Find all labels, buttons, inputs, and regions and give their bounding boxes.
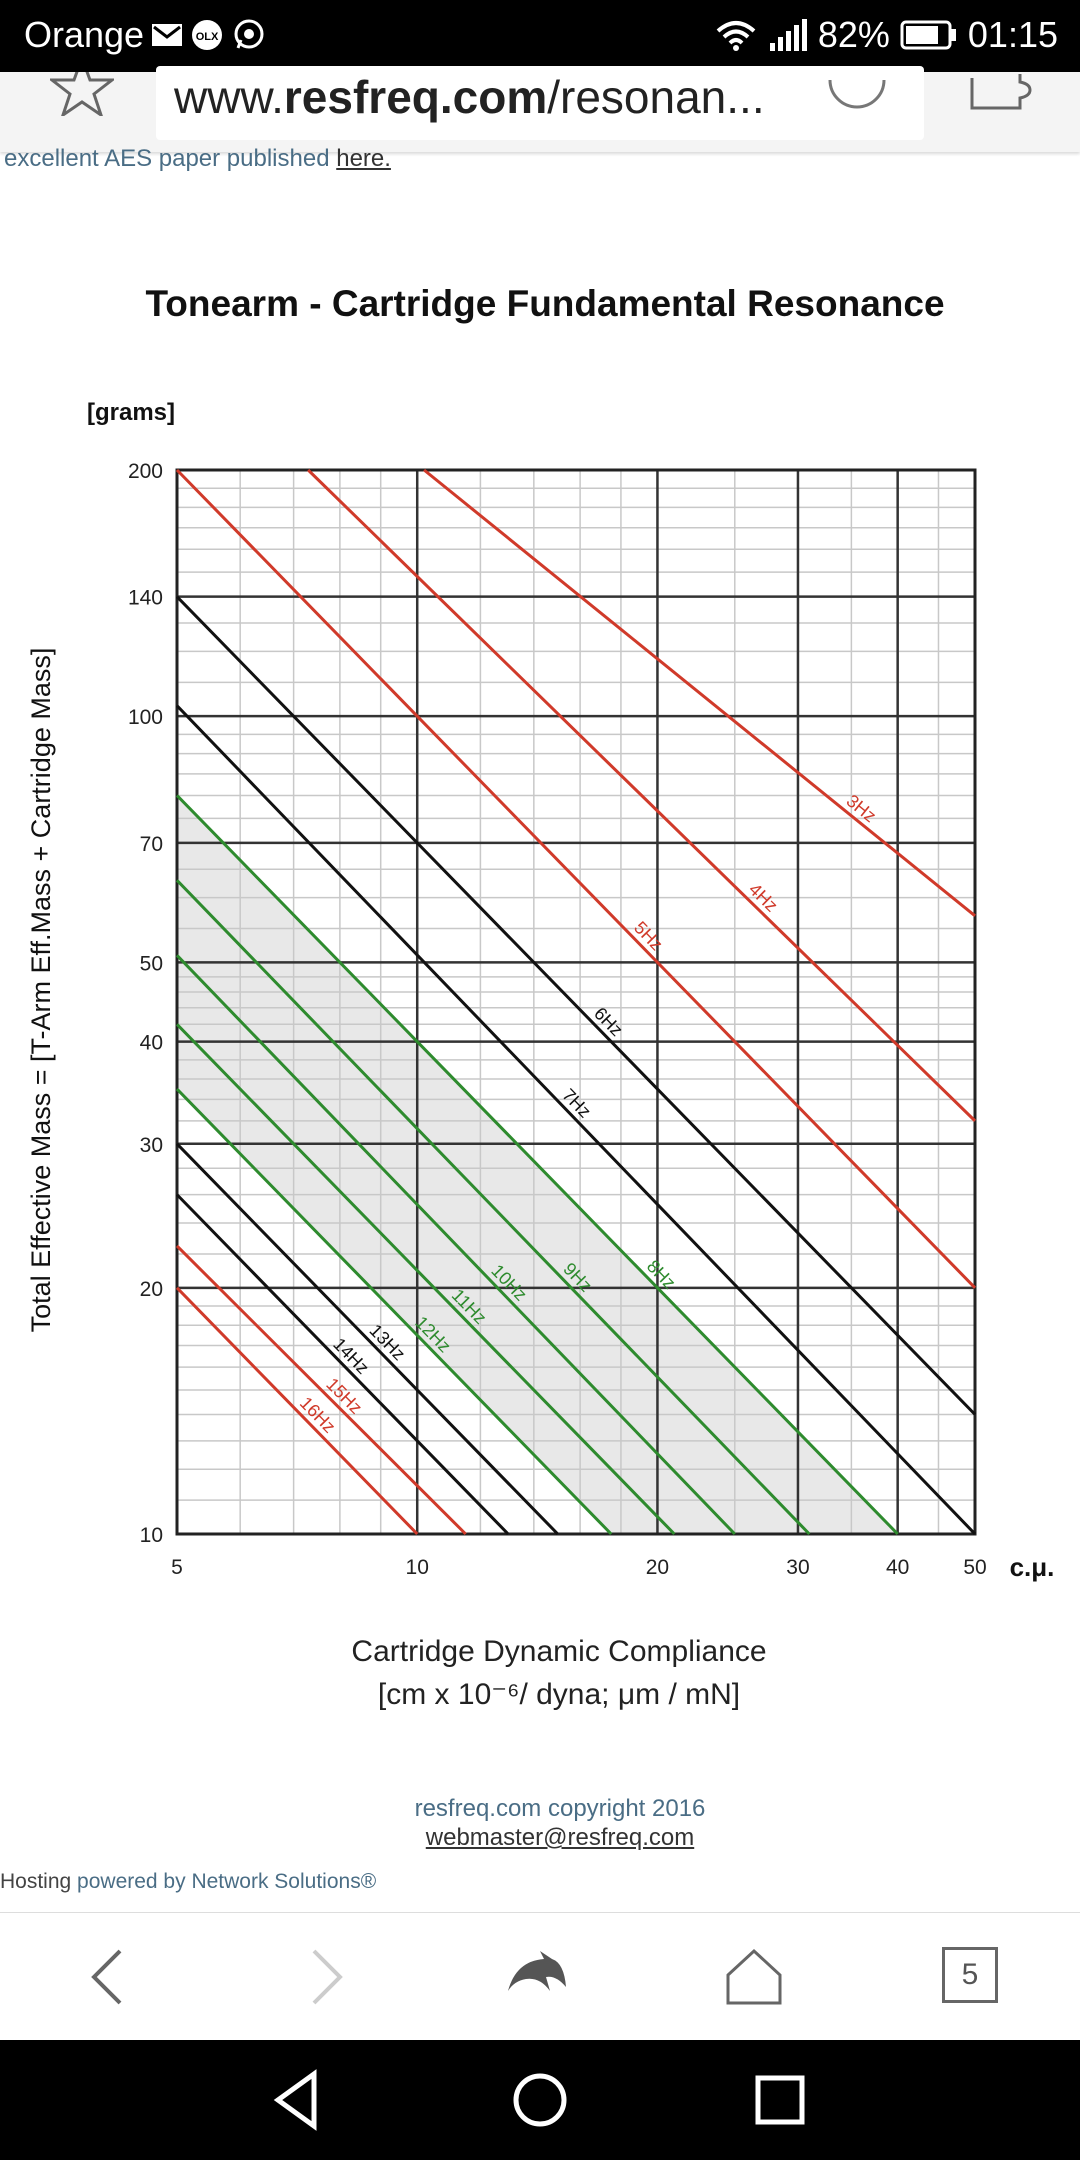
url-path: /resonan...	[547, 71, 765, 123]
tick-labels: 5 10 20 30 40 50 10 20 30 40 50 70 100 140 200	[128, 460, 987, 1579]
series-line-5hz	[175, 468, 977, 1289]
extension-puzzle-icon[interactable]	[970, 72, 1032, 116]
y-tick-label: 10	[140, 1524, 163, 1547]
home-icon[interactable]	[724, 1947, 784, 2007]
series-line-4hz	[307, 468, 977, 1122]
series-line-14hz	[175, 1193, 510, 1536]
battery-icon	[900, 20, 956, 50]
address-bar: www.resfreq.com/resonan...	[0, 66, 1080, 152]
y-unit-label: [grams]	[87, 399, 175, 426]
series-line-8hz	[175, 794, 899, 1536]
svg-text:OLX: OLX	[196, 31, 219, 43]
x-tick-label: 5	[171, 1556, 183, 1579]
carrier-name: Orange	[24, 14, 145, 55]
hosting-prefix: Hosting	[0, 1870, 78, 1893]
series-line-3hz	[423, 468, 976, 918]
y-tick-label: 50	[140, 952, 163, 975]
url-domain: resfreq.com	[283, 71, 548, 123]
status-bar: Orange OLX 82% 01:15	[0, 0, 1080, 72]
y-tick-label: 100	[128, 706, 163, 729]
battery-percent: 82%	[817, 14, 890, 55]
intro-text: excellent AES paper published here.	[4, 145, 391, 173]
y-tick-label: 200	[128, 460, 163, 483]
y-tick-label: 40	[140, 1032, 163, 1055]
x-tick-label: 10	[406, 1556, 429, 1579]
series-line-10hz	[175, 954, 736, 1536]
whatsapp-icon	[234, 19, 264, 49]
y-tick-label: 70	[140, 833, 163, 856]
series-line-11hz	[175, 1023, 676, 1536]
mail-icon	[152, 24, 182, 46]
y-tick-label: 20	[140, 1278, 163, 1301]
chart-title: Tonearm - Cartridge Fundamental Resonanc…	[145, 283, 944, 324]
forward-icon[interactable]	[294, 1947, 354, 2007]
bookmark-star-icon[interactable]	[50, 72, 114, 116]
wifi-icon	[716, 21, 756, 51]
series-line-13hz	[175, 1142, 559, 1536]
signal-icon	[769, 19, 807, 51]
system-back-icon[interactable]	[268, 2068, 332, 2132]
series-line-6hz	[175, 595, 977, 1416]
x-tick-label: 30	[786, 1556, 809, 1579]
system-nav-bar	[0, 2040, 1080, 2160]
system-recents-icon[interactable]	[748, 2068, 812, 2132]
grid	[175, 468, 977, 1536]
back-icon[interactable]	[80, 1947, 140, 2007]
tabs-button[interactable]: 5	[942, 1947, 998, 2003]
series-label-4hz: 4Hz	[745, 879, 782, 916]
intro-sentence: excellent AES paper published	[4, 145, 337, 172]
y-axis-label: Total Effective Mass = [T-Arm Eff.Mass +…	[26, 648, 56, 1333]
chart-svg: Tonearm - Cartridge Fundamental Resonanc…	[26, 283, 1055, 1711]
hosting-text: Hosting powered by Network Solutions®	[0, 1870, 376, 1894]
url-field[interactable]: www.resfreq.com/resonan...	[156, 66, 924, 140]
series-line-15hz	[175, 1244, 467, 1536]
x-tick-label: 50	[963, 1556, 986, 1579]
network-solutions-link[interactable]: powered by Network Solutions®	[77, 1870, 377, 1893]
url-text[interactable]: www.resfreq.com/resonan...	[174, 70, 765, 124]
y-tick-label: 140	[128, 587, 163, 610]
copyright-text: resfreq.com copyright 2016	[414, 1795, 706, 1822]
intro-link[interactable]: here.	[336, 145, 391, 172]
clock: 01:15	[967, 14, 1058, 55]
resonance-chart: Tonearm - Cartridge Fundamental Resonanc…	[0, 270, 1080, 1730]
olx-icon: OLX	[192, 20, 222, 50]
status-right: 82% 01:15	[714, 14, 1058, 56]
dolphin-icon[interactable]	[506, 1947, 566, 2007]
plot-frame	[175, 468, 977, 1536]
browser-toolbar: 5	[0, 1912, 1080, 2041]
system-home-icon[interactable]	[508, 2068, 572, 2132]
x-tick-label: 40	[886, 1556, 909, 1579]
series-line-7hz	[175, 704, 977, 1536]
x-axis-label-line1: Cartridge Dynamic Compliance	[351, 1635, 766, 1668]
x-axis-label-line2: [cm x 10⁻⁶/ dyna; μm / mN]	[378, 1678, 740, 1711]
series-lines	[175, 468, 977, 1536]
url-prefix: www.	[174, 71, 284, 123]
series-label-7hz: 7Hz	[558, 1085, 595, 1122]
y-tick-label: 30	[140, 1134, 163, 1157]
webmaster-email-link[interactable]: webmaster@resfreq.com	[425, 1824, 695, 1851]
x-unit-label: c.μ.	[1010, 1552, 1055, 1582]
reload-icon[interactable]	[826, 74, 888, 114]
series-line-16hz	[175, 1286, 419, 1536]
x-tick-label: 20	[646, 1556, 669, 1579]
series-line-9hz	[175, 879, 811, 1536]
series-line-12hz	[175, 1088, 613, 1536]
series-label-5hz: 5Hz	[630, 918, 667, 955]
